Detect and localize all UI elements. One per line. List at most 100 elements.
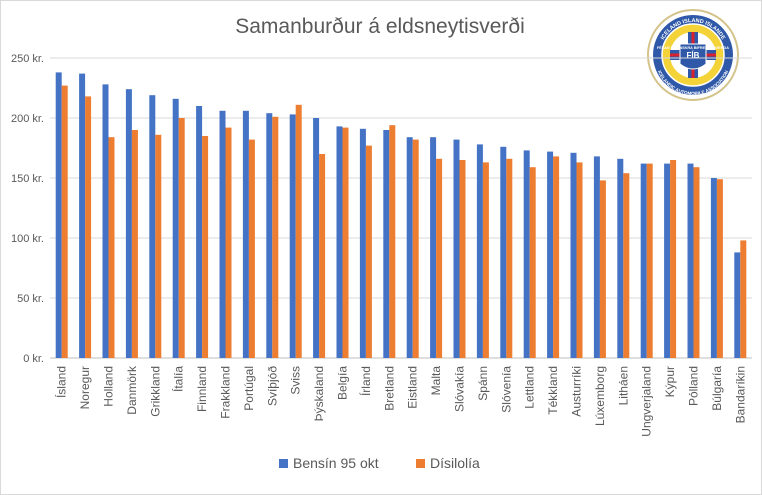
x-tick-label: Finnland xyxy=(195,366,209,412)
x-tick-label: Bretland xyxy=(382,366,396,411)
bar-petrol-10 xyxy=(289,114,296,359)
bar-diesel-10 xyxy=(295,104,302,358)
bar-petrol-23 xyxy=(593,156,600,358)
bar-petrol-16 xyxy=(430,137,437,358)
x-tick-label: Litháen xyxy=(616,366,630,405)
bar-petrol-20 xyxy=(523,150,530,358)
x-tick-label: Bandaríkin xyxy=(733,366,747,423)
bar-diesel-2 xyxy=(108,137,115,358)
y-tick-label: 250 kr. xyxy=(11,53,44,65)
bar-diesel-18 xyxy=(482,162,489,358)
x-tick-label: Frakkland xyxy=(219,366,233,419)
chart-title: Samanburður á eldsneytisverði xyxy=(235,15,525,38)
bar-petrol-1 xyxy=(79,73,86,358)
bar-diesel-9 xyxy=(272,116,279,358)
bar-petrol-18 xyxy=(476,144,483,358)
x-tick-label: Grikkland xyxy=(148,366,162,417)
bar-diesel-11 xyxy=(319,154,326,358)
x-tick-label: Danmörk xyxy=(125,365,139,415)
x-tick-label: Noregur xyxy=(78,366,92,409)
fib-logo-icon: ICELAND ISLAND ISLANDE ICELANDIC AUTOMOB… xyxy=(647,9,739,101)
bar-diesel-13 xyxy=(365,145,372,358)
legend-label-diesel: Dísilolía xyxy=(430,455,480,471)
x-tick-label: Austurríki xyxy=(570,366,584,417)
bar-diesel-22 xyxy=(576,162,583,358)
x-tick-label: Sviss xyxy=(289,366,303,395)
x-tick-label: Tékkland xyxy=(546,366,560,415)
bar-petrol-24 xyxy=(617,158,624,358)
bar-diesel-19 xyxy=(506,158,513,358)
x-tick-label: Malta xyxy=(429,366,443,396)
y-tick-label: 100 kr. xyxy=(11,233,44,245)
bar-diesel-5 xyxy=(178,118,185,358)
bar-petrol-8 xyxy=(242,110,249,358)
x-tick-label: Portúgal xyxy=(242,366,256,411)
legend-swatch-petrol xyxy=(279,459,288,468)
bar-petrol-28 xyxy=(710,178,717,358)
x-tick-label: Ísland xyxy=(54,366,69,398)
bar-diesel-8 xyxy=(248,139,255,358)
bar-diesel-15 xyxy=(412,139,419,358)
x-tick-label: Spánn xyxy=(476,366,490,401)
x-tick-label: Slóvenía xyxy=(499,366,513,413)
bar-petrol-11 xyxy=(313,118,320,358)
bar-petrol-15 xyxy=(406,137,413,358)
bar-diesel-14 xyxy=(389,125,396,358)
bar-diesel-6 xyxy=(202,136,209,358)
bar-petrol-17 xyxy=(453,139,460,358)
bar-diesel-23 xyxy=(599,180,606,358)
bar-diesel-28 xyxy=(716,179,723,358)
x-tick-label: Írland xyxy=(358,366,373,396)
bar-diesel-3 xyxy=(131,130,138,358)
bar-petrol-19 xyxy=(500,146,507,358)
bar-diesel-12 xyxy=(342,127,349,358)
y-tick-label: 150 kr. xyxy=(11,173,44,185)
bar-petrol-5 xyxy=(172,98,179,359)
bar-diesel-21 xyxy=(553,156,560,358)
x-tick-label: Þýskaland xyxy=(312,366,326,421)
x-tick-label: Pólland xyxy=(687,366,701,406)
bar-petrol-3 xyxy=(125,89,132,358)
x-tick-label: Slóvakía xyxy=(453,366,467,412)
bar-diesel-1 xyxy=(85,96,92,359)
x-tick-label: Svíþjóð xyxy=(265,366,279,406)
bar-petrol-13 xyxy=(359,128,366,358)
bar-petrol-0 xyxy=(55,72,62,359)
bar-diesel-0 xyxy=(61,85,68,358)
bar-diesel-20 xyxy=(529,167,536,358)
bar-petrol-4 xyxy=(149,95,156,358)
bar-petrol-7 xyxy=(219,110,226,358)
legend-label-petrol: Bensín 95 okt xyxy=(293,455,379,471)
bar-petrol-26 xyxy=(664,163,671,358)
bar-diesel-26 xyxy=(670,160,677,358)
y-tick-label: 0 kr. xyxy=(23,353,44,365)
svg-text:FÉLAG ÍSLENSKRA BIFREIÐAEIGEND: FÉLAG ÍSLENSKRA BIFREIÐAEIGENDA xyxy=(657,45,729,50)
legend-swatch-diesel xyxy=(416,459,425,468)
x-tick-label: Ungverjaland xyxy=(640,366,654,437)
bar-petrol-9 xyxy=(266,113,273,358)
bar-petrol-29 xyxy=(734,252,741,358)
bar-diesel-7 xyxy=(225,127,232,358)
bar-diesel-17 xyxy=(459,160,466,358)
bar-petrol-25 xyxy=(640,163,647,358)
y-tick-label: 200 kr. xyxy=(11,113,44,125)
bar-diesel-25 xyxy=(646,163,653,358)
bar-diesel-29 xyxy=(740,240,747,358)
bar-petrol-12 xyxy=(336,126,343,359)
x-tick-label: Belgía xyxy=(336,366,350,400)
bar-diesel-27 xyxy=(693,167,700,358)
x-tick-label: Búlgaría xyxy=(710,366,724,411)
x-tick-label: Ítalía xyxy=(171,366,186,392)
x-tick-label: Lúxemborg xyxy=(593,366,607,426)
bar-petrol-21 xyxy=(547,151,554,358)
bar-petrol-22 xyxy=(570,152,577,358)
bar-petrol-14 xyxy=(383,130,390,358)
bar-diesel-4 xyxy=(155,134,162,358)
x-tick-label: Holland xyxy=(102,366,116,407)
bar-petrol-6 xyxy=(196,106,203,358)
y-tick-label: 50 kr. xyxy=(17,293,44,305)
bar-petrol-2 xyxy=(102,84,109,359)
bar-diesel-24 xyxy=(623,173,630,358)
x-tick-label: Eistland xyxy=(406,366,420,409)
